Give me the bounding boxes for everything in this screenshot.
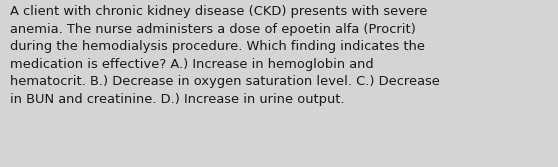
Text: A client with chronic kidney disease (CKD) presents with severe
anemia. The nurs: A client with chronic kidney disease (CK…	[10, 5, 440, 106]
